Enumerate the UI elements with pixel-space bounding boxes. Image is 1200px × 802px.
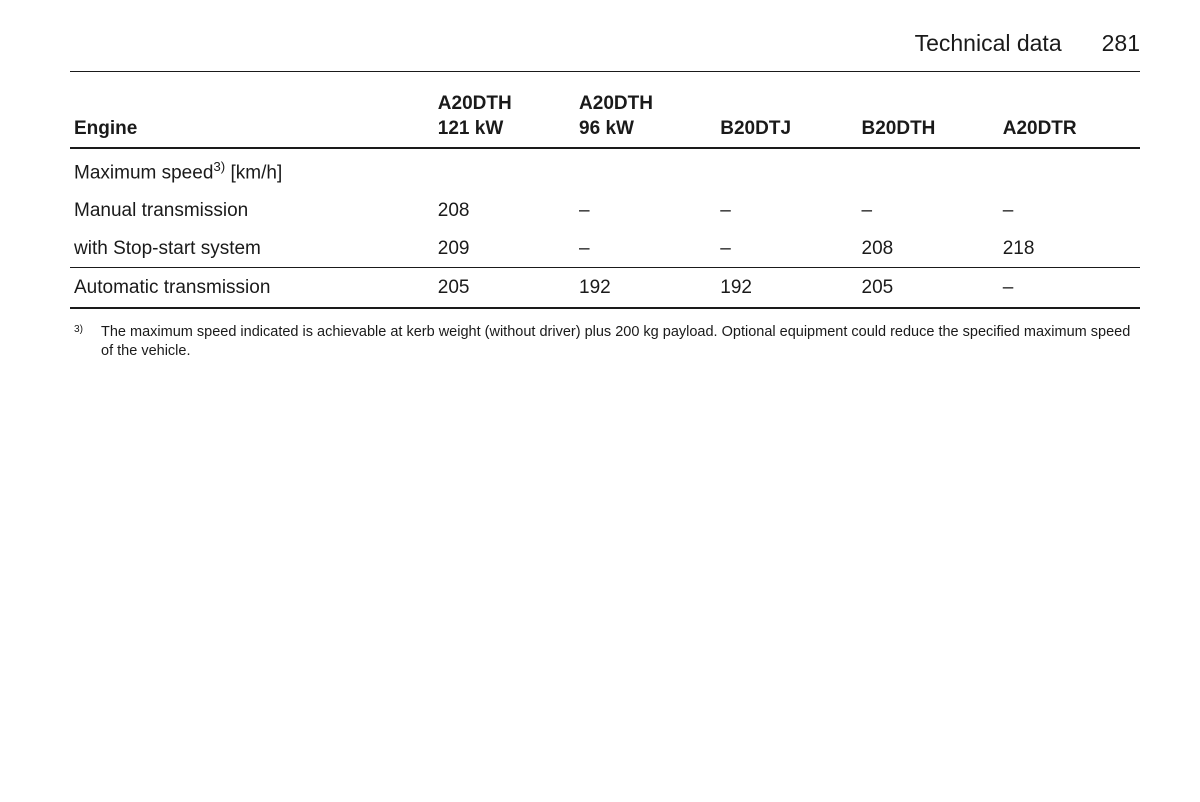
footnote-marker: 3) — [74, 323, 83, 361]
row0-label: Manual transmission — [70, 192, 434, 230]
column-header-2: A20DTH 96 kW — [575, 88, 716, 148]
table-row-divider: Automatic transmission 205 192 192 205 – — [70, 268, 1140, 307]
col4-line2: B20DTH — [862, 118, 936, 139]
column-header-1: A20DTH 121 kW — [434, 88, 575, 148]
page-header: Technical data 281 — [70, 30, 1140, 57]
column-header-3: B20DTJ — [716, 88, 857, 148]
table-row: Manual transmission 208 – – – – — [70, 192, 1140, 230]
section-row: Maximum speed3) [km/h] — [70, 148, 1140, 192]
row2-label: Automatic transmission — [70, 268, 434, 307]
section-label-cell: Maximum speed3) [km/h] — [70, 148, 1140, 192]
col0-line2: Engine — [74, 118, 137, 139]
section-label-sup: 3) — [213, 159, 225, 174]
row1-c0: 209 — [434, 230, 575, 268]
section-title: Technical data — [915, 30, 1062, 57]
col1-line1: A20DTH — [438, 93, 512, 114]
page-container: Technical data 281 Engine A20DTH 121 kW … — [0, 0, 1200, 391]
table-bottom-rule — [70, 307, 1140, 309]
row2-c2: 192 — [716, 268, 857, 307]
row1-c2: – — [716, 230, 857, 268]
col3-line2: B20DTJ — [720, 118, 791, 139]
column-header-engine: Engine — [70, 88, 434, 148]
row0-c0: 208 — [434, 192, 575, 230]
col2-line2: 96 kW — [579, 118, 634, 139]
column-header-5: A20DTR — [999, 88, 1140, 148]
footnote: 3) The maximum speed indicated is achiev… — [70, 323, 1140, 361]
header-rule — [70, 71, 1140, 72]
col5-line2: A20DTR — [1003, 118, 1077, 139]
engine-spec-table: Engine A20DTH 121 kW A20DTH 96 kW B20DTJ… — [70, 88, 1140, 307]
row1-c1: – — [575, 230, 716, 268]
row2-c4: – — [999, 268, 1140, 307]
section-label-post: [km/h] — [225, 163, 282, 184]
table-header-row: Engine A20DTH 121 kW A20DTH 96 kW B20DTJ… — [70, 88, 1140, 148]
section-label-pre: Maximum speed — [74, 163, 213, 184]
row2-c1: 192 — [575, 268, 716, 307]
footnote-text: The maximum speed indicated is achievabl… — [101, 323, 1140, 361]
row1-c4: 218 — [999, 230, 1140, 268]
column-header-4: B20DTH — [858, 88, 999, 148]
row2-c3: 205 — [858, 268, 999, 307]
row0-c3: – — [858, 192, 999, 230]
row1-c3: 208 — [858, 230, 999, 268]
table-row: with Stop-start system 209 – – 208 218 — [70, 230, 1140, 268]
col2-line1: A20DTH — [579, 93, 653, 114]
row1-label: with Stop-start system — [70, 230, 434, 268]
row2-c0: 205 — [434, 268, 575, 307]
page-number: 281 — [1102, 30, 1140, 57]
row0-c1: – — [575, 192, 716, 230]
col1-line2: 121 kW — [438, 118, 503, 139]
row0-c2: – — [716, 192, 857, 230]
row0-c4: – — [999, 192, 1140, 230]
